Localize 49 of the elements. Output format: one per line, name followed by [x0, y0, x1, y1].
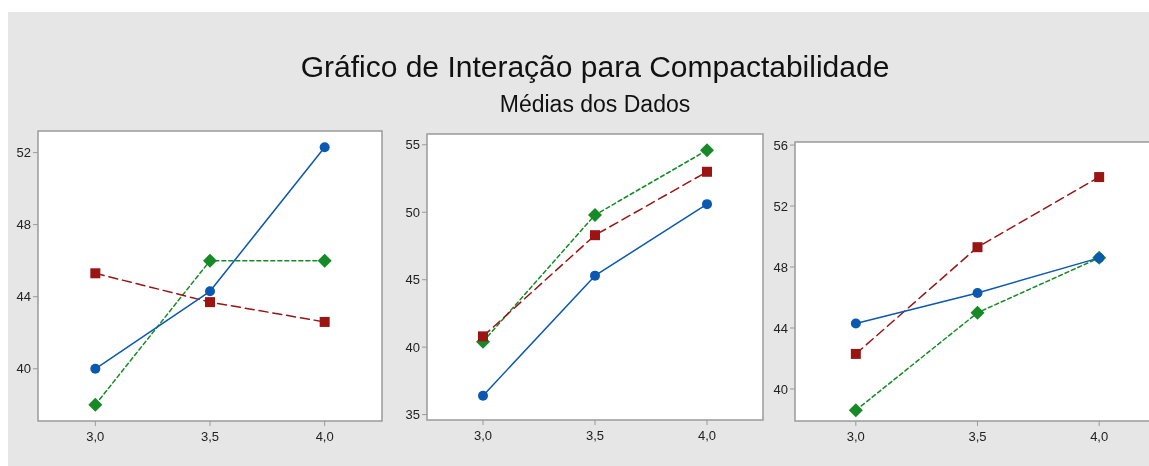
point [972, 287, 983, 298]
point [590, 270, 600, 281]
x-tick-label: 3,0 [846, 429, 865, 444]
point [90, 268, 101, 279]
point [848, 403, 863, 418]
point [478, 390, 488, 401]
point [478, 331, 488, 342]
x-tick-label: 3,0 [86, 429, 105, 444]
point [972, 242, 983, 253]
y-tick-label: 40 [405, 339, 420, 355]
y-tick-label: 56 [773, 137, 788, 153]
y-tick-label: 48 [773, 259, 788, 275]
y-tick-label: 44 [773, 320, 788, 336]
x-tick-label: 4,0 [1090, 429, 1109, 444]
point [205, 297, 215, 308]
point [970, 305, 985, 320]
point [1094, 172, 1105, 183]
point [88, 397, 103, 412]
chart-title: Gráfico de Interação para Compactabilidade [300, 50, 890, 83]
x-tick-label: 3,5 [200, 429, 220, 444]
point [700, 143, 714, 158]
y-tick-label: 45 [405, 272, 420, 288]
point [588, 207, 602, 222]
y-tick-label: 44 [16, 289, 31, 305]
y-tick-label: 50 [405, 204, 420, 220]
x-tick-label: 3,5 [968, 429, 987, 444]
point [319, 316, 330, 327]
point [317, 253, 332, 268]
point [850, 318, 861, 329]
chart-subtitle: Médias dos Dados [499, 91, 691, 117]
point [205, 286, 215, 297]
point [702, 199, 712, 210]
x-tick-label: 4,0 [697, 428, 717, 443]
y-tick-label: 40 [16, 361, 31, 377]
point [702, 166, 712, 177]
y-tick-label: 52 [773, 198, 788, 214]
y-tick-label: 55 [405, 137, 420, 153]
y-tick-label: 48 [16, 217, 31, 233]
y-tick-label: 52 [16, 145, 31, 161]
point [203, 253, 217, 268]
point [319, 142, 330, 153]
point [590, 230, 600, 241]
x-tick-label: 3,5 [585, 428, 605, 443]
y-tick-label: 40 [773, 381, 788, 397]
y-tick-label: 35 [405, 407, 420, 423]
point [850, 348, 861, 359]
x-tick-label: 4,0 [315, 429, 334, 444]
point [90, 363, 101, 374]
x-tick-label: 3,0 [473, 428, 493, 443]
